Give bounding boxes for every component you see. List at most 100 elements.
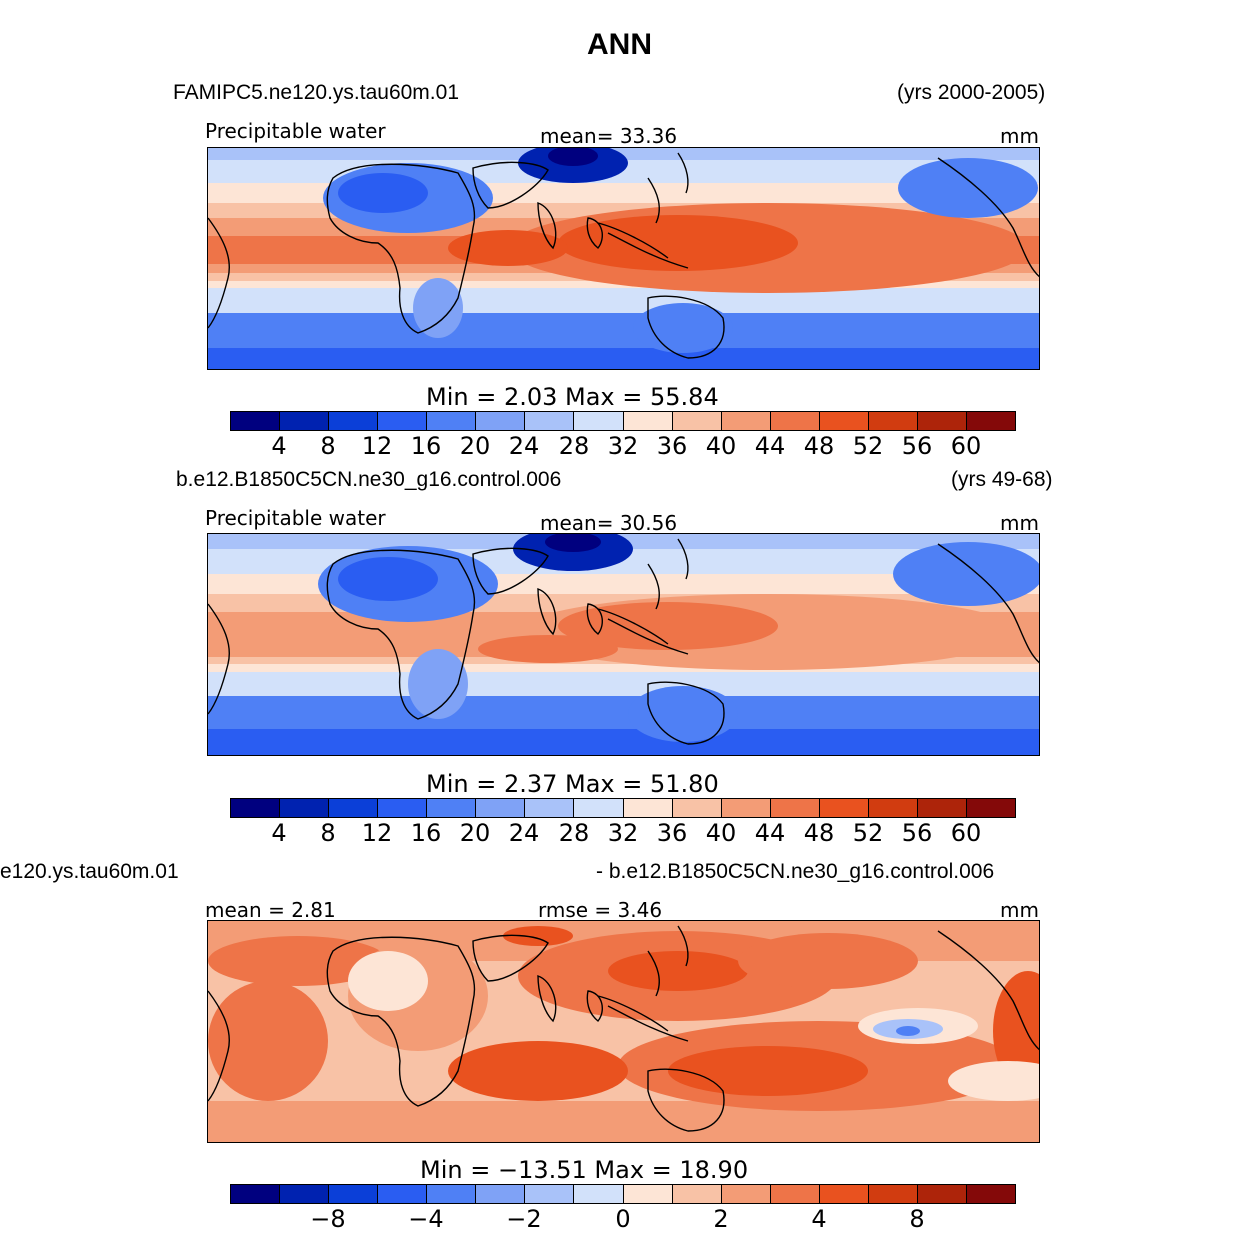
panel-2-tick: 52 xyxy=(852,819,884,847)
panel-1-tick: 36 xyxy=(656,432,688,460)
panel-3-mean-label: mean = 2.81 xyxy=(205,898,336,922)
panel-2-mean-label: mean= 30.56 xyxy=(540,511,678,535)
panel-1-tick: 24 xyxy=(508,432,540,460)
panel-1-tick: 44 xyxy=(754,432,786,460)
colorbar-box xyxy=(770,412,820,430)
panel-3-years: - b.e12.B1850C5CN.ne30_g16.control.006 xyxy=(596,860,995,883)
panel-1-tick: 8 xyxy=(320,432,336,460)
colorbar-box xyxy=(623,412,673,430)
panel-2-tick: 28 xyxy=(558,819,590,847)
panel-2-tick: 20 xyxy=(459,819,491,847)
panel-2-tick: 32 xyxy=(607,819,639,847)
colorbar-box xyxy=(280,412,330,430)
colorbar-box xyxy=(525,1185,575,1203)
colorbar-box xyxy=(721,799,771,817)
colorbar-box xyxy=(574,799,624,817)
panel-2-tick: 56 xyxy=(901,819,933,847)
panel-1-tick: 60 xyxy=(950,432,982,460)
panel-3-tick: 8 xyxy=(909,1205,925,1233)
panel-3-tick: −4 xyxy=(408,1205,444,1233)
colorbar-box xyxy=(770,1185,820,1203)
panel-2-tick: 40 xyxy=(705,819,737,847)
colorbar-box xyxy=(966,412,1015,430)
panel-2-colorbar xyxy=(230,798,1016,818)
colorbar-box xyxy=(329,412,379,430)
panel-1-tick: 4 xyxy=(271,432,287,460)
panel-1-case-name: FAMIPC5.ne120.ys.tau60m.01 xyxy=(173,81,459,104)
panel-2-tick: 36 xyxy=(656,819,688,847)
panel-1-map xyxy=(207,147,1040,370)
panel-3-tick: 0 xyxy=(615,1205,631,1233)
colorbar-box xyxy=(476,412,526,430)
colorbar-box xyxy=(231,799,281,817)
colorbar-box xyxy=(427,799,477,817)
colorbar-box xyxy=(917,1185,967,1203)
panel-3-rmse-label: rmse = 3.46 xyxy=(538,898,663,922)
colorbar-box xyxy=(378,412,428,430)
figure-title: ANN xyxy=(587,28,652,61)
panel-1-tick: 28 xyxy=(558,432,590,460)
panel-3-tick: 4 xyxy=(811,1205,827,1233)
colorbar-box xyxy=(868,412,918,430)
colorbar-box xyxy=(819,799,869,817)
colorbar-box xyxy=(721,1185,771,1203)
panel-1-tick: 20 xyxy=(459,432,491,460)
panel-2-tick: 44 xyxy=(754,819,786,847)
panel-1-tick: 16 xyxy=(410,432,442,460)
colorbar-box xyxy=(721,412,771,430)
colorbar-box xyxy=(329,1185,379,1203)
panel-2-years: (yrs 49-68) xyxy=(951,468,1053,491)
colorbar-box xyxy=(819,1185,869,1203)
colorbar-box xyxy=(819,412,869,430)
panel-2-units: mm xyxy=(1000,511,1039,535)
panel-2-map xyxy=(207,533,1040,756)
colorbar-box xyxy=(378,1185,428,1203)
panel-2-variable-label: Precipitable water xyxy=(205,506,386,530)
panel-3-tick: −2 xyxy=(506,1205,542,1233)
colorbar-box xyxy=(427,1185,477,1203)
colorbar-box xyxy=(574,412,624,430)
colorbar-box xyxy=(378,799,428,817)
colorbar-box xyxy=(672,1185,722,1203)
panel-1-tick: 12 xyxy=(361,432,393,460)
colorbar-box xyxy=(917,412,967,430)
panel-1-tick: 48 xyxy=(803,432,835,460)
panel-2-tick: 24 xyxy=(508,819,540,847)
colorbar-box xyxy=(672,799,722,817)
panel-1-years: (yrs 2000-2005) xyxy=(897,81,1046,104)
panel-2-tick: 4 xyxy=(271,819,287,847)
panel-3-map xyxy=(207,920,1040,1143)
panel-2-tick: 48 xyxy=(803,819,835,847)
colorbar-box xyxy=(966,799,1015,817)
panel-2-case-name: b.e12.B1850C5CN.ne30_g16.control.006 xyxy=(176,468,562,491)
panel-2-tick: 60 xyxy=(950,819,982,847)
panel-2-tick: 12 xyxy=(361,819,393,847)
panel-3-colorbar xyxy=(230,1184,1016,1204)
colorbar-box xyxy=(476,1185,526,1203)
colorbar-box xyxy=(427,412,477,430)
colorbar-box xyxy=(574,1185,624,1203)
colorbar-box xyxy=(770,799,820,817)
colorbar-box xyxy=(868,1185,918,1203)
panel-1-mean-label: mean= 33.36 xyxy=(540,124,678,148)
colorbar-box xyxy=(966,1185,1015,1203)
colorbar-box xyxy=(623,799,673,817)
panel-1-min-max: Min = 2.03 Max = 55.84 xyxy=(426,383,719,411)
panel-3-min-max: Min = −13.51 Max = 18.90 xyxy=(420,1156,749,1184)
panel-3-tick: 2 xyxy=(713,1205,729,1233)
panel-1-tick: 32 xyxy=(607,432,639,460)
colorbar-box xyxy=(672,412,722,430)
panel-1-tick: 56 xyxy=(901,432,933,460)
panel-1-colorbar xyxy=(230,411,1016,431)
panel-1-tick: 40 xyxy=(705,432,737,460)
colorbar-box xyxy=(525,412,575,430)
panel-1-units: mm xyxy=(1000,124,1039,148)
panel-2-tick: 8 xyxy=(320,819,336,847)
colorbar-box xyxy=(329,799,379,817)
panel-2-tick: 16 xyxy=(410,819,442,847)
colorbar-box xyxy=(280,799,330,817)
colorbar-box xyxy=(231,1185,281,1203)
panel-1-tick: 52 xyxy=(852,432,884,460)
colorbar-box xyxy=(623,1185,673,1203)
panel-3-tick: −8 xyxy=(310,1205,346,1233)
